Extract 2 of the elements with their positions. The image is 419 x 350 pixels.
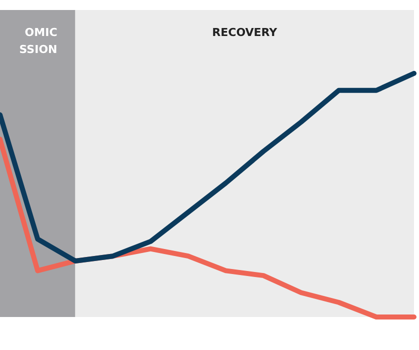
- text: OMIC SSION: [19, 26, 58, 56]
- text: RECOVERY: [212, 26, 278, 39]
